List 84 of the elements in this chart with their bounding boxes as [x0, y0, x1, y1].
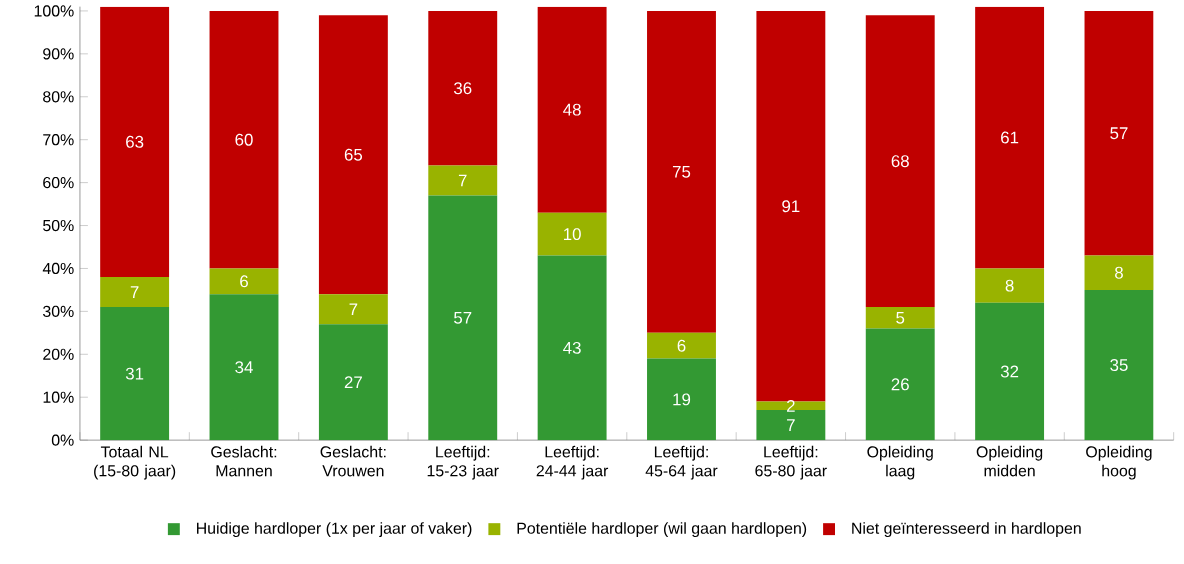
x-tick-label: Opleiding hoog: [1086, 445, 1152, 480]
y-tick-label: 30%: [43, 305, 74, 318]
data-label: 75: [672, 166, 691, 178]
bar: [975, 6, 1045, 269]
bar: [865, 307, 935, 329]
data-label: 43: [563, 341, 581, 354]
bar: [100, 6, 170, 278]
legend-label: Huidige hardloper (1x per jaar of vaker): [197, 522, 472, 538]
bar: [1084, 290, 1154, 441]
bar: [428, 195, 498, 441]
bar: [318, 294, 388, 325]
y-tick-label: 20%: [43, 348, 74, 361]
data-label: 8: [1005, 279, 1014, 292]
bar: [100, 277, 170, 308]
bar: [1084, 255, 1154, 290]
data-label: 57: [1110, 127, 1128, 140]
x-tick-label: Leeftijd: 45-64 jaar: [645, 445, 718, 480]
data-label: 8: [1115, 266, 1123, 279]
bar: [428, 11, 498, 166]
y-tick-label: 40%: [42, 262, 74, 275]
y-tick-label: 0%: [51, 434, 74, 446]
bar: [756, 401, 826, 411]
data-label: 7: [130, 286, 139, 298]
data-label: 27: [344, 376, 362, 389]
bar: [209, 268, 279, 295]
data-label: 6: [677, 339, 686, 352]
data-label: 35: [1110, 359, 1128, 372]
bar: [647, 11, 716, 333]
y-tick-label: 70%: [43, 134, 74, 146]
x-tick-label: Leeftijd: 65-80 jaar: [755, 445, 827, 480]
bar: [865, 328, 935, 441]
bar: [209, 11, 279, 269]
data-label: 26: [891, 378, 909, 391]
bar: [975, 268, 1045, 303]
data-label: 34: [235, 361, 253, 374]
data-label: 7: [458, 174, 467, 187]
data-label: 7: [787, 419, 795, 432]
bar: [318, 15, 388, 295]
x-tick-label: Opleiding laag: [867, 445, 933, 480]
data-label: 36: [454, 82, 472, 95]
bar: [100, 307, 170, 441]
data-label: 7: [349, 303, 358, 316]
bar: [647, 332, 716, 359]
bar: [756, 410, 826, 441]
y-tick-label: 10%: [43, 391, 74, 403]
data-label: 2: [787, 399, 795, 412]
bar: [865, 15, 935, 308]
bar: [1084, 11, 1154, 256]
data-label: 31: [125, 367, 144, 380]
legend-label: Niet geïnteresseerd in hardlopen: [852, 522, 1081, 538]
data-label: 10: [564, 228, 581, 241]
bar: [209, 294, 279, 441]
y-tick-label: 50%: [43, 219, 74, 232]
data-label: 5: [896, 311, 905, 324]
x-tick-label: Leeftijd: 15-23 jaar: [427, 445, 499, 480]
data-label: 63: [126, 135, 144, 148]
y-tick-label: 80%: [43, 91, 74, 103]
bar: [756, 11, 826, 402]
bar: [647, 358, 716, 441]
data-label: 61: [1001, 131, 1019, 144]
bar: [428, 165, 498, 196]
data-label: 48: [563, 103, 581, 116]
data-label: 19: [673, 393, 691, 406]
data-label: 32: [1000, 365, 1019, 378]
data-label: 57: [454, 311, 472, 324]
data-label: 60: [235, 133, 253, 146]
x-tick-label: Leeftijd: 24-44 jaar: [536, 445, 609, 480]
bar: [537, 255, 607, 441]
bar: [537, 6, 607, 213]
x-tick-label: Geslacht: Vrouwen: [320, 445, 386, 477]
legend-label: Potentiële hardloper (wil gaan hardlopen): [517, 522, 807, 538]
bar: [975, 302, 1045, 441]
y-tick-label: 60%: [43, 177, 74, 189]
y-tick-label: 100%: [34, 5, 74, 17]
data-label: 6: [240, 275, 248, 288]
x-tick-label: Geslacht: Mannen: [211, 445, 277, 477]
y-tick-label: 90%: [43, 48, 74, 60]
data-label: 65: [344, 148, 363, 161]
data-label: 91: [782, 200, 800, 213]
bar: [537, 212, 607, 256]
x-tick-label: Totaal NL (15-80 jaar): [94, 445, 176, 480]
bar: [318, 324, 388, 441]
x-tick-label: Opleiding midden: [976, 445, 1043, 477]
data-label: 68: [891, 155, 909, 168]
